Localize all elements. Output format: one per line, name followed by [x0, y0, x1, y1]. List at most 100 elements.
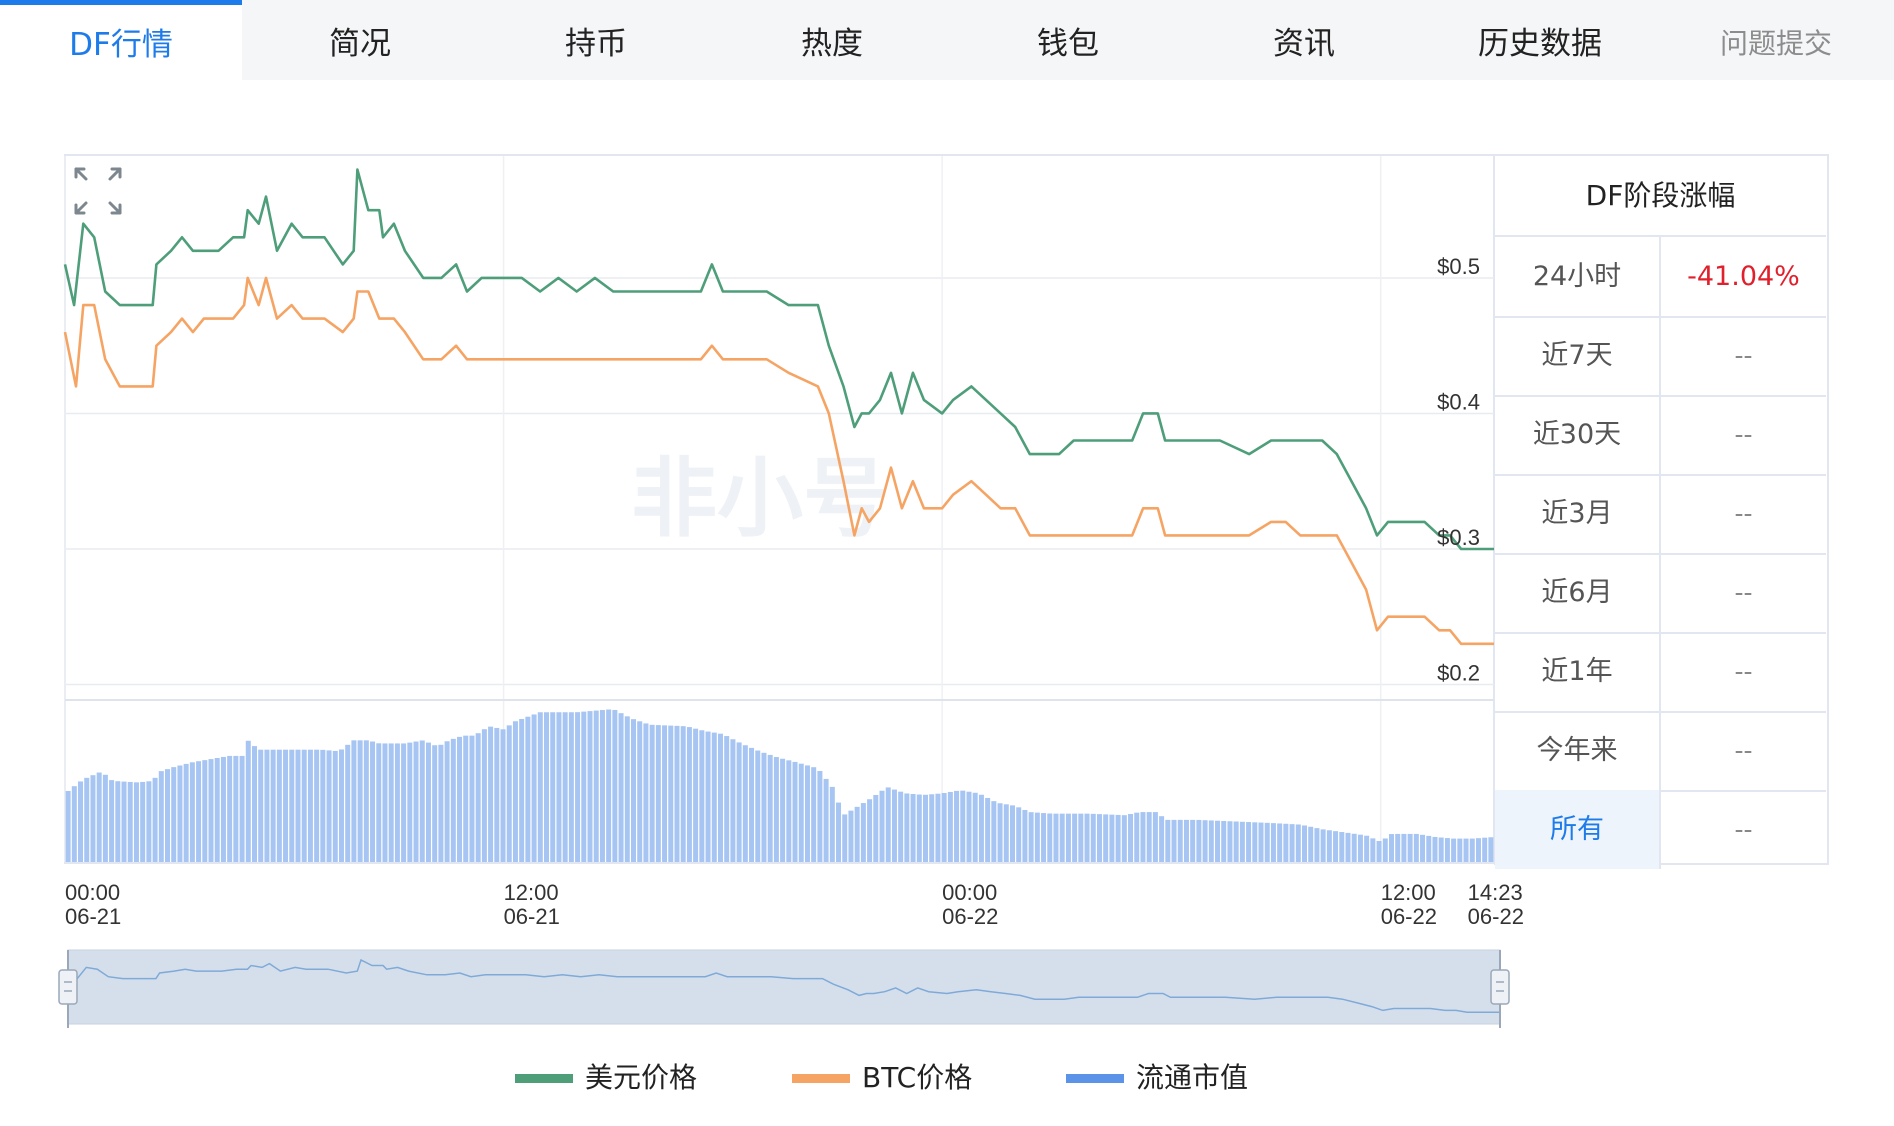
- volume-bar: [425, 742, 431, 862]
- volume-bar: [612, 709, 618, 862]
- volume-bar: [320, 749, 326, 862]
- volume-bar: [432, 745, 438, 862]
- volume-bar: [1339, 832, 1345, 862]
- volume-bar: [525, 716, 531, 862]
- x-tick-time: 00:00: [942, 880, 997, 905]
- volume-bar: [829, 786, 835, 862]
- volume-bar: [1215, 820, 1221, 862]
- volume-bar: [1096, 814, 1102, 862]
- volume-bar: [568, 712, 574, 862]
- volume-bar: [755, 750, 761, 862]
- volume-bar: [1395, 833, 1401, 862]
- volume-bar: [761, 752, 767, 862]
- volume-bar: [618, 713, 624, 862]
- volume-bar: [307, 749, 313, 862]
- volume-bar: [1028, 812, 1034, 862]
- volume-bar: [1146, 812, 1152, 862]
- volume-bar: [1252, 822, 1258, 862]
- volume-bar: [929, 794, 935, 862]
- legend-swatch: [1066, 1074, 1124, 1083]
- period-change-value: --: [1734, 420, 1753, 449]
- volume-bar: [916, 794, 922, 862]
- volume-bar: [562, 712, 568, 862]
- volume-bar: [1016, 807, 1022, 862]
- volume-bar: [407, 742, 413, 862]
- volume-bar: [233, 755, 239, 862]
- volume-bar: [1159, 816, 1165, 862]
- range-handle-left[interactable]: [58, 969, 78, 1005]
- volume-bar: [1246, 822, 1252, 862]
- volume-bar: [444, 741, 450, 862]
- period-change-value: --: [1734, 499, 1753, 528]
- volume-bar: [1482, 837, 1488, 862]
- fullscreen-icon[interactable]: [72, 165, 124, 217]
- volume-bar: [1041, 813, 1047, 862]
- volume-bar: [817, 770, 823, 862]
- volume-bar: [1227, 821, 1233, 862]
- volume-bar: [606, 709, 612, 862]
- volume-bar: [208, 759, 214, 862]
- tab-3[interactable]: 热度: [801, 26, 863, 62]
- volume-bar: [923, 794, 929, 862]
- volume-bar: [388, 743, 394, 862]
- volume-bar: [1183, 819, 1189, 862]
- volume-bar: [1438, 837, 1444, 862]
- volume-bar: [438, 744, 444, 862]
- volume-bar: [836, 802, 842, 862]
- volume-bar: [550, 712, 556, 862]
- volume-bar: [469, 735, 475, 862]
- volume-bar: [637, 721, 643, 862]
- volume-bar: [370, 741, 376, 862]
- volume-bar: [1202, 820, 1208, 862]
- volume-bar: [71, 786, 77, 862]
- period-button[interactable]: 近30天: [1495, 395, 1661, 474]
- watermark-text: 非小号: [631, 449, 889, 549]
- volume-bar: [1022, 809, 1028, 862]
- volume-bar: [624, 716, 630, 862]
- tab-7[interactable]: 问题提交: [1719, 27, 1832, 60]
- volume-bar: [848, 810, 854, 862]
- performance-table: DF阶段涨幅 24小时 -41.04% 近7天 -- 近30天 -- 近3月 -- 近6月 -- 近…: [1494, 154, 1829, 869]
- range-selector[interactable]: [67, 949, 1501, 1025]
- volume-bar: [705, 731, 711, 862]
- legend-label: 流通市值: [1136, 1061, 1249, 1094]
- x-tick-time: 12:00: [1381, 880, 1436, 905]
- volume-bar: [1208, 820, 1214, 862]
- volume-bar: [1475, 838, 1481, 862]
- volume-bar: [630, 719, 636, 862]
- x-tick-time: 00:00: [65, 880, 120, 905]
- period-button[interactable]: 近1年: [1495, 632, 1661, 711]
- volume-bar: [96, 772, 102, 862]
- volume-bar: [1121, 815, 1127, 862]
- tab-market[interactable]: DF行情: [0, 0, 242, 80]
- tab-4[interactable]: 钱包: [1037, 26, 1099, 62]
- volume-bar: [1233, 821, 1239, 862]
- tab-6[interactable]: 历史数据: [1478, 26, 1602, 62]
- volume-bar: [860, 803, 866, 862]
- volume-bar: [475, 733, 481, 862]
- volume-bar: [1053, 813, 1059, 862]
- volume-bar: [693, 728, 699, 862]
- volume-bar: [1345, 832, 1351, 862]
- volume-bar: [680, 726, 686, 862]
- range-handle-right[interactable]: [1490, 969, 1510, 1005]
- period-change-value: --: [1734, 341, 1753, 370]
- volume-bar: [413, 741, 419, 862]
- period-button[interactable]: 近7天: [1495, 316, 1661, 395]
- tab-1[interactable]: 简况: [329, 26, 391, 62]
- period-button[interactable]: 24小时: [1495, 237, 1661, 316]
- volume-bar: [854, 806, 860, 862]
- volume-bar: [786, 760, 792, 862]
- period-button[interactable]: 近6月: [1495, 553, 1661, 632]
- period-button[interactable]: 今年来: [1495, 711, 1661, 790]
- volume-bar: [1140, 812, 1146, 862]
- volume-bar: [910, 793, 916, 862]
- volume-bar: [239, 755, 245, 862]
- volume-bar: [711, 732, 717, 862]
- period-button[interactable]: 近3月: [1495, 474, 1661, 553]
- volume-bar: [394, 743, 400, 862]
- tab-2[interactable]: 持币: [565, 26, 627, 62]
- tab-5[interactable]: 资讯: [1273, 26, 1335, 62]
- y-tick-label: $0.4: [1437, 389, 1480, 414]
- period-button[interactable]: 所有: [1495, 790, 1661, 869]
